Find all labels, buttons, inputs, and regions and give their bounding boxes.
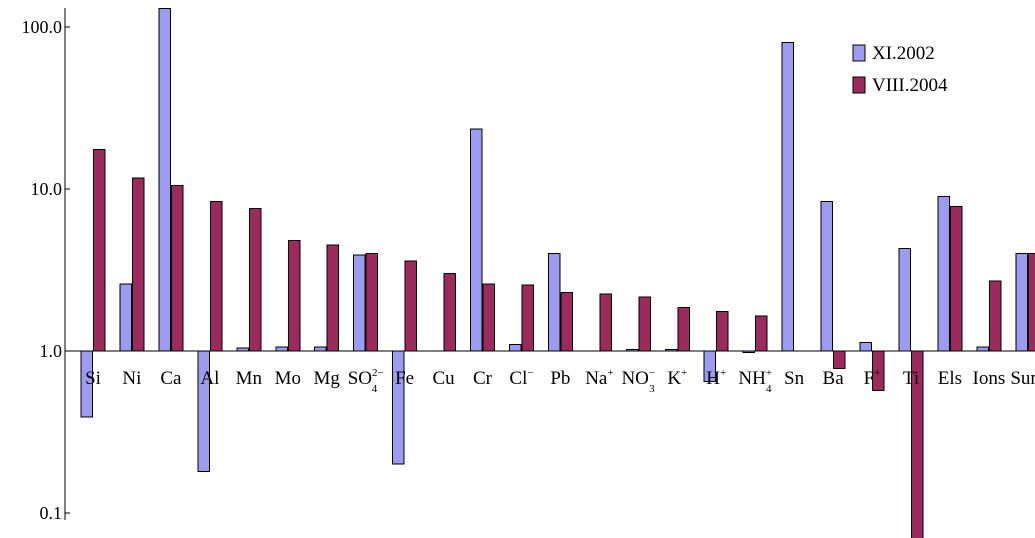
bar-xi-2002-22 [937,195,950,352]
bar-xi-2002-10 [470,128,483,352]
legend-label-1: VIII.2004 [872,75,948,96]
axes-layer: 0.1 1.0 10.0 100.0 [22,8,1025,523]
category-label-16: H+ [706,367,726,389]
bar-viii-2004-17 [755,315,768,352]
bar-viii-2004-15 [677,307,690,352]
bar-viii-2004-7 [365,253,379,352]
bar-viii-2004-0 [93,149,106,352]
bar-viii-2004-16 [716,311,729,352]
legend: XI.2002 VIII.2004 [852,43,948,96]
bar-xi-2002-1 [119,283,132,352]
legend-label-0: XI.2002 [872,43,935,64]
bar-viii-2004-3 [209,200,223,352]
category-label-20: F+ [864,367,881,389]
bar-viii-2004-10 [482,283,495,352]
legend-swatch-1 [852,76,866,94]
bar-viii-2004-1 [131,177,145,352]
category-label-23: Ions [973,368,1006,389]
category-label-14: NO− 3 [621,367,655,395]
category-label-12: Pb [550,368,570,389]
category-label-4: Mn [236,368,263,389]
y-tick-label-1: 1.0 [40,341,63,361]
bar-viii-2004-4 [248,207,262,352]
category-label-15: K+ [667,367,687,389]
category-label-21: Ti [903,368,919,389]
legend-swatch-0 [852,44,866,62]
category-label-6: Mg [313,368,340,389]
bar-viii-2004-2 [170,185,184,352]
bar-viii-2004-22 [949,206,963,352]
category-label-10: Cr [473,368,493,389]
category-label-18: Sn [784,368,805,389]
bar-viii-2004-13 [599,293,612,352]
bars-layer [80,8,1035,538]
bar-viii-2004-8 [404,260,418,352]
category-label-0: Si [85,368,101,389]
y-tick-label-3: 100.0 [22,17,63,37]
bar-viii-2004-11 [521,284,534,352]
y-tick-label-2: 10.0 [31,179,63,199]
category-label-5: Mo [275,368,301,389]
bar-xi-2002-7 [353,254,366,352]
category-label-3: Al [200,368,219,389]
bar-viii-2004-9 [443,273,457,352]
bar-xi-2002-23 [976,346,989,352]
category-labels: Si Ni Ca Al Mn Mo Mg SO2− 4 Fe Cu Cr Cl− Pb Na+ NO− 3 K+ H… [85,367,1035,395]
bar-viii-2004-6 [326,244,340,352]
category-label-1: Ni [122,368,141,389]
bar-xi-2002-11 [509,343,522,352]
category-label-8: Fe [395,368,414,389]
category-label-2: Ca [160,368,182,389]
category-label-13: Na+ [585,367,613,389]
category-label-7: SO2− 4 [348,367,384,395]
category-label-11: Cl− [509,367,533,389]
bar-viii-2004-24 [1027,253,1035,352]
category-label-24: Sum [1010,368,1035,389]
bar-xi-2002-6 [314,346,327,352]
bar-xi-2002-2 [158,8,171,352]
bar-viii-2004-23 [988,280,1002,352]
bar-xi-2002-24 [1015,253,1028,352]
bar-xi-2002-21 [898,247,911,352]
y-tick-label-0: 0.1 [40,503,63,523]
bar-viii-2004-19 [833,350,846,369]
bar-xi-2002-5 [275,346,288,352]
category-label-22: Els [938,368,962,389]
bar-viii-2004-14 [638,296,651,352]
bar-viii-2004-12 [560,291,573,352]
bar-viii-2004-5 [287,240,301,352]
bar-xi-2002-19 [820,200,834,352]
category-label-17: NH+ 4 [738,367,772,395]
category-label-9: Cu [433,368,456,389]
bar-xi-2002-18 [781,42,795,352]
bar-xi-2002-12 [547,253,561,352]
category-label-19: Ba [823,368,845,389]
bar-xi-2002-20 [859,341,872,352]
